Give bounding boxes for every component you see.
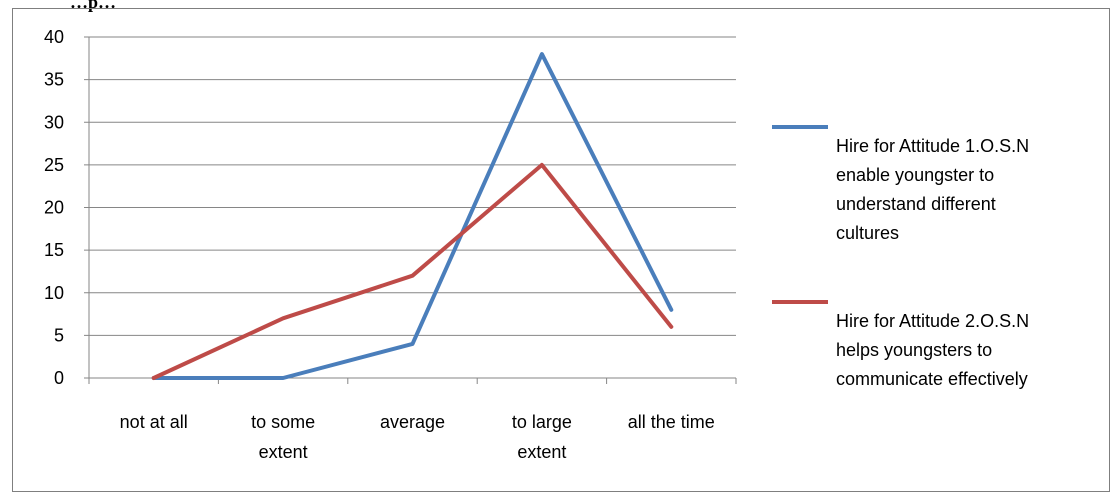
x-tick-label-1-0: to some (251, 412, 315, 432)
legend-label-2-0: Hire for Attitude 2.O.S.N (836, 311, 1029, 331)
y-tick-label-35: 35 (44, 70, 64, 90)
x-tick-label-1-1: extent (259, 442, 308, 462)
cropped-heading-text: …p… (70, 0, 117, 12)
y-tick-label-25: 25 (44, 155, 64, 175)
legend-label-1-2: understand different (836, 194, 996, 214)
legend-label-1-3: cultures (836, 223, 899, 243)
y-tick-label-10: 10 (44, 283, 64, 303)
y-tick-label-40: 40 (44, 27, 64, 47)
series-line-2 (151, 162, 674, 380)
legend-label-1-1: enable youngster to (836, 165, 994, 185)
y-tick-label-20: 20 (44, 198, 64, 218)
x-tick-label-3-0: to large (512, 412, 572, 432)
chart-area-border (12, 8, 1110, 492)
x-tick-label-3-1: extent (517, 442, 566, 462)
x-tick-label-2-0: average (380, 412, 445, 432)
legend-label-2-1: helps youngsters to (836, 340, 992, 360)
y-tick-label-15: 15 (44, 240, 64, 260)
y-tick-label-5: 5 (54, 325, 64, 345)
x-tick-label-0-0: not at all (120, 412, 188, 432)
y-tick-label-0: 0 (54, 368, 64, 388)
legend-label-1-0: Hire for Attitude 1.O.S.N (836, 136, 1029, 156)
series-line-1 (151, 52, 674, 380)
x-tick-label-4-0: all the time (628, 412, 715, 432)
y-tick-label-30: 30 (44, 112, 64, 132)
legend-label-2-2: communicate effectively (836, 369, 1028, 389)
